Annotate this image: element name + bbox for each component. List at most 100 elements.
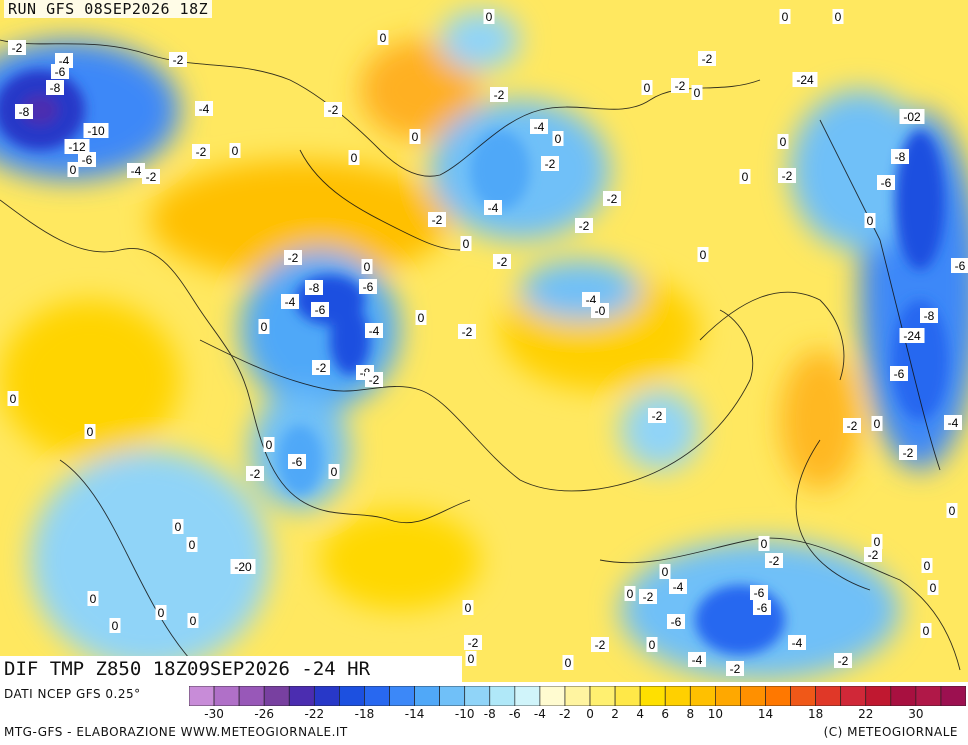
contour-label: -4 [692, 653, 703, 667]
contour-label: -2 [468, 636, 479, 650]
contour-label: -6 [363, 280, 374, 294]
contour-label-bg [365, 323, 383, 338]
color-scale-swatch [815, 686, 842, 706]
contour-label-bg [667, 614, 685, 629]
weather-map: 0 0 0 0 -2 -4 -6 -2 -2 0 -2 0 -24 -8 -2 -8 -4 -2 -02 -10 -4 0… [0, 0, 968, 682]
contour-label-bg [462, 600, 474, 615]
contour-label-bg [624, 586, 636, 601]
contour-label-bg [659, 564, 671, 579]
contour-label: -2 [847, 419, 858, 433]
color-scale-tick: -18 [354, 707, 375, 721]
contour-label-bg [541, 156, 559, 171]
contour-label: -2 [652, 409, 663, 423]
contour-label-bg [51, 64, 69, 79]
contour-label-bg [460, 236, 472, 251]
color-scale-tick: 2 [611, 707, 619, 721]
color-scale-swatch [539, 686, 566, 706]
contour-label: -6 [55, 65, 66, 79]
contour-label: -8 [19, 105, 30, 119]
color-scale-swatch [664, 686, 691, 706]
color-scale-swatch [940, 686, 966, 706]
color-scale-swatch [364, 686, 390, 706]
contour-label: -2 [730, 662, 741, 676]
contour-label-bg [843, 418, 861, 433]
contour-label: 0 [266, 438, 273, 452]
contour-label-bg [591, 637, 609, 652]
contour-label: 0 [351, 151, 358, 165]
contour-label-bg [750, 585, 768, 600]
contour-label-bg [877, 175, 895, 190]
color-scale-swatch [464, 686, 491, 706]
contour-label-bg [890, 366, 908, 381]
contour-label: 0 [761, 537, 768, 551]
contour-label: -4 [285, 295, 296, 309]
color-scale-tick: -6 [508, 707, 521, 721]
color-scale-swatch [514, 686, 541, 706]
contour-label: 0 [835, 10, 842, 24]
data-source-label: DATI NCEP GFS 0.25° [4, 687, 141, 701]
contour-label: 0 [874, 417, 881, 431]
contour-label-bg [172, 519, 184, 534]
contour-label-bg [779, 9, 791, 24]
color-scale-tick: 18 [807, 707, 824, 721]
contour-label: -2 [868, 548, 879, 562]
contour-label-bg [726, 661, 744, 676]
contour-label-bg [246, 466, 264, 481]
contour-label: 0 [649, 638, 656, 652]
color-scale-swatch [339, 686, 365, 706]
contour-label-bg [920, 308, 938, 323]
coastlines [0, 39, 961, 671]
contour-label: 0 [232, 144, 239, 158]
contour-label: 0 [555, 132, 562, 146]
color-scale-swatch [414, 686, 440, 706]
contour-label: -2 [196, 145, 207, 159]
color-scale-tick: 14 [757, 707, 774, 721]
contour-label-bg [639, 589, 657, 604]
contour-label-bg [603, 191, 621, 206]
contour-label-bg [753, 600, 771, 615]
color-scale-swatch [589, 686, 616, 706]
credit-right: (C) METEOGIORNALE [823, 725, 958, 739]
contour-label: 0 [463, 237, 470, 251]
contour-label-bg [67, 162, 79, 177]
map-title: DIF TMP Z850 18Z09SEP2026 -24 HR [0, 656, 462, 683]
color-scale-swatch [689, 686, 716, 706]
contour-label: 0 [742, 170, 749, 184]
contour-label-bg [530, 119, 548, 134]
contour-label: -20 [234, 560, 252, 574]
contour-label-bg [142, 169, 160, 184]
contour-label: 0 [662, 565, 669, 579]
color-scale-swatch [639, 686, 666, 706]
contour-label: 0 [70, 163, 77, 177]
contour-label-bg [483, 9, 495, 24]
contour-label: 0 [782, 10, 789, 24]
color-scale-tick: 0 [586, 707, 594, 721]
contour-label: -6 [894, 367, 905, 381]
contour-label: 0 [175, 520, 182, 534]
contour-label: -2 [643, 590, 654, 604]
contour-label: 0 [465, 601, 472, 615]
contour-label: 0 [10, 392, 17, 406]
color-scale-tick: -8 [483, 707, 496, 721]
contour-label-bg [864, 213, 876, 228]
temperature-difference-field: 0 0 00-2-4-6-2 -20 -2 0-24-8 -2-8 -4 -2 -02-10 -40… [0, 0, 968, 682]
contour-label-bg [155, 605, 167, 620]
color-scale-tick: -4 [533, 707, 546, 721]
contour-label-bg [415, 310, 427, 325]
contour-label: -2 [595, 638, 606, 652]
contour-label: 0 [486, 10, 493, 24]
color-scale-swatch [439, 686, 466, 706]
contour-label-bg [465, 651, 477, 666]
contour-label: -2 [838, 654, 849, 668]
contour-label-bg [458, 324, 476, 339]
contour-label-bg [490, 87, 508, 102]
contour-label-bg [409, 129, 421, 144]
contour-label: -6 [315, 303, 326, 317]
color-scale-tick: 22 [858, 707, 874, 721]
contour-label-bg [920, 623, 932, 638]
color-scale-tick: 30 [908, 707, 924, 721]
color-scale-swatch [614, 686, 641, 706]
color-scale-tick: 10 [707, 707, 723, 721]
contour-label: 0 [930, 581, 937, 595]
contour-label-bg [229, 143, 241, 158]
